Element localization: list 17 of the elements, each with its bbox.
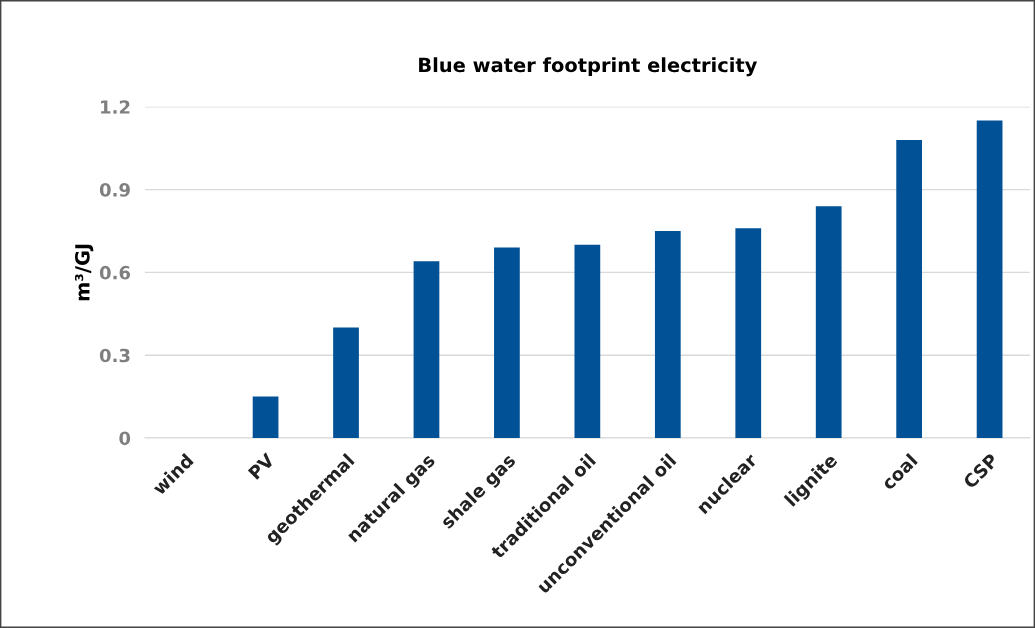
y-tick-label: 0.9 bbox=[99, 183, 130, 197]
bar bbox=[252, 396, 279, 439]
bar bbox=[413, 261, 440, 439]
chart-title: Blue water footprint electricity bbox=[419, 57, 758, 77]
bar bbox=[976, 120, 1003, 439]
bar bbox=[494, 247, 520, 439]
bar bbox=[574, 244, 601, 439]
y-tick-label: 0 bbox=[119, 431, 131, 446]
y-tick-label: 0.3 bbox=[99, 348, 130, 363]
bar bbox=[735, 228, 762, 439]
bar bbox=[333, 327, 359, 439]
y-tick-label: 0.6 bbox=[99, 265, 131, 280]
bar bbox=[815, 206, 842, 439]
y-axis-title: m³/GJ bbox=[75, 244, 94, 301]
bar bbox=[654, 230, 681, 439]
y-tick-label: 1.2 bbox=[101, 100, 130, 114]
bar bbox=[896, 139, 923, 439]
